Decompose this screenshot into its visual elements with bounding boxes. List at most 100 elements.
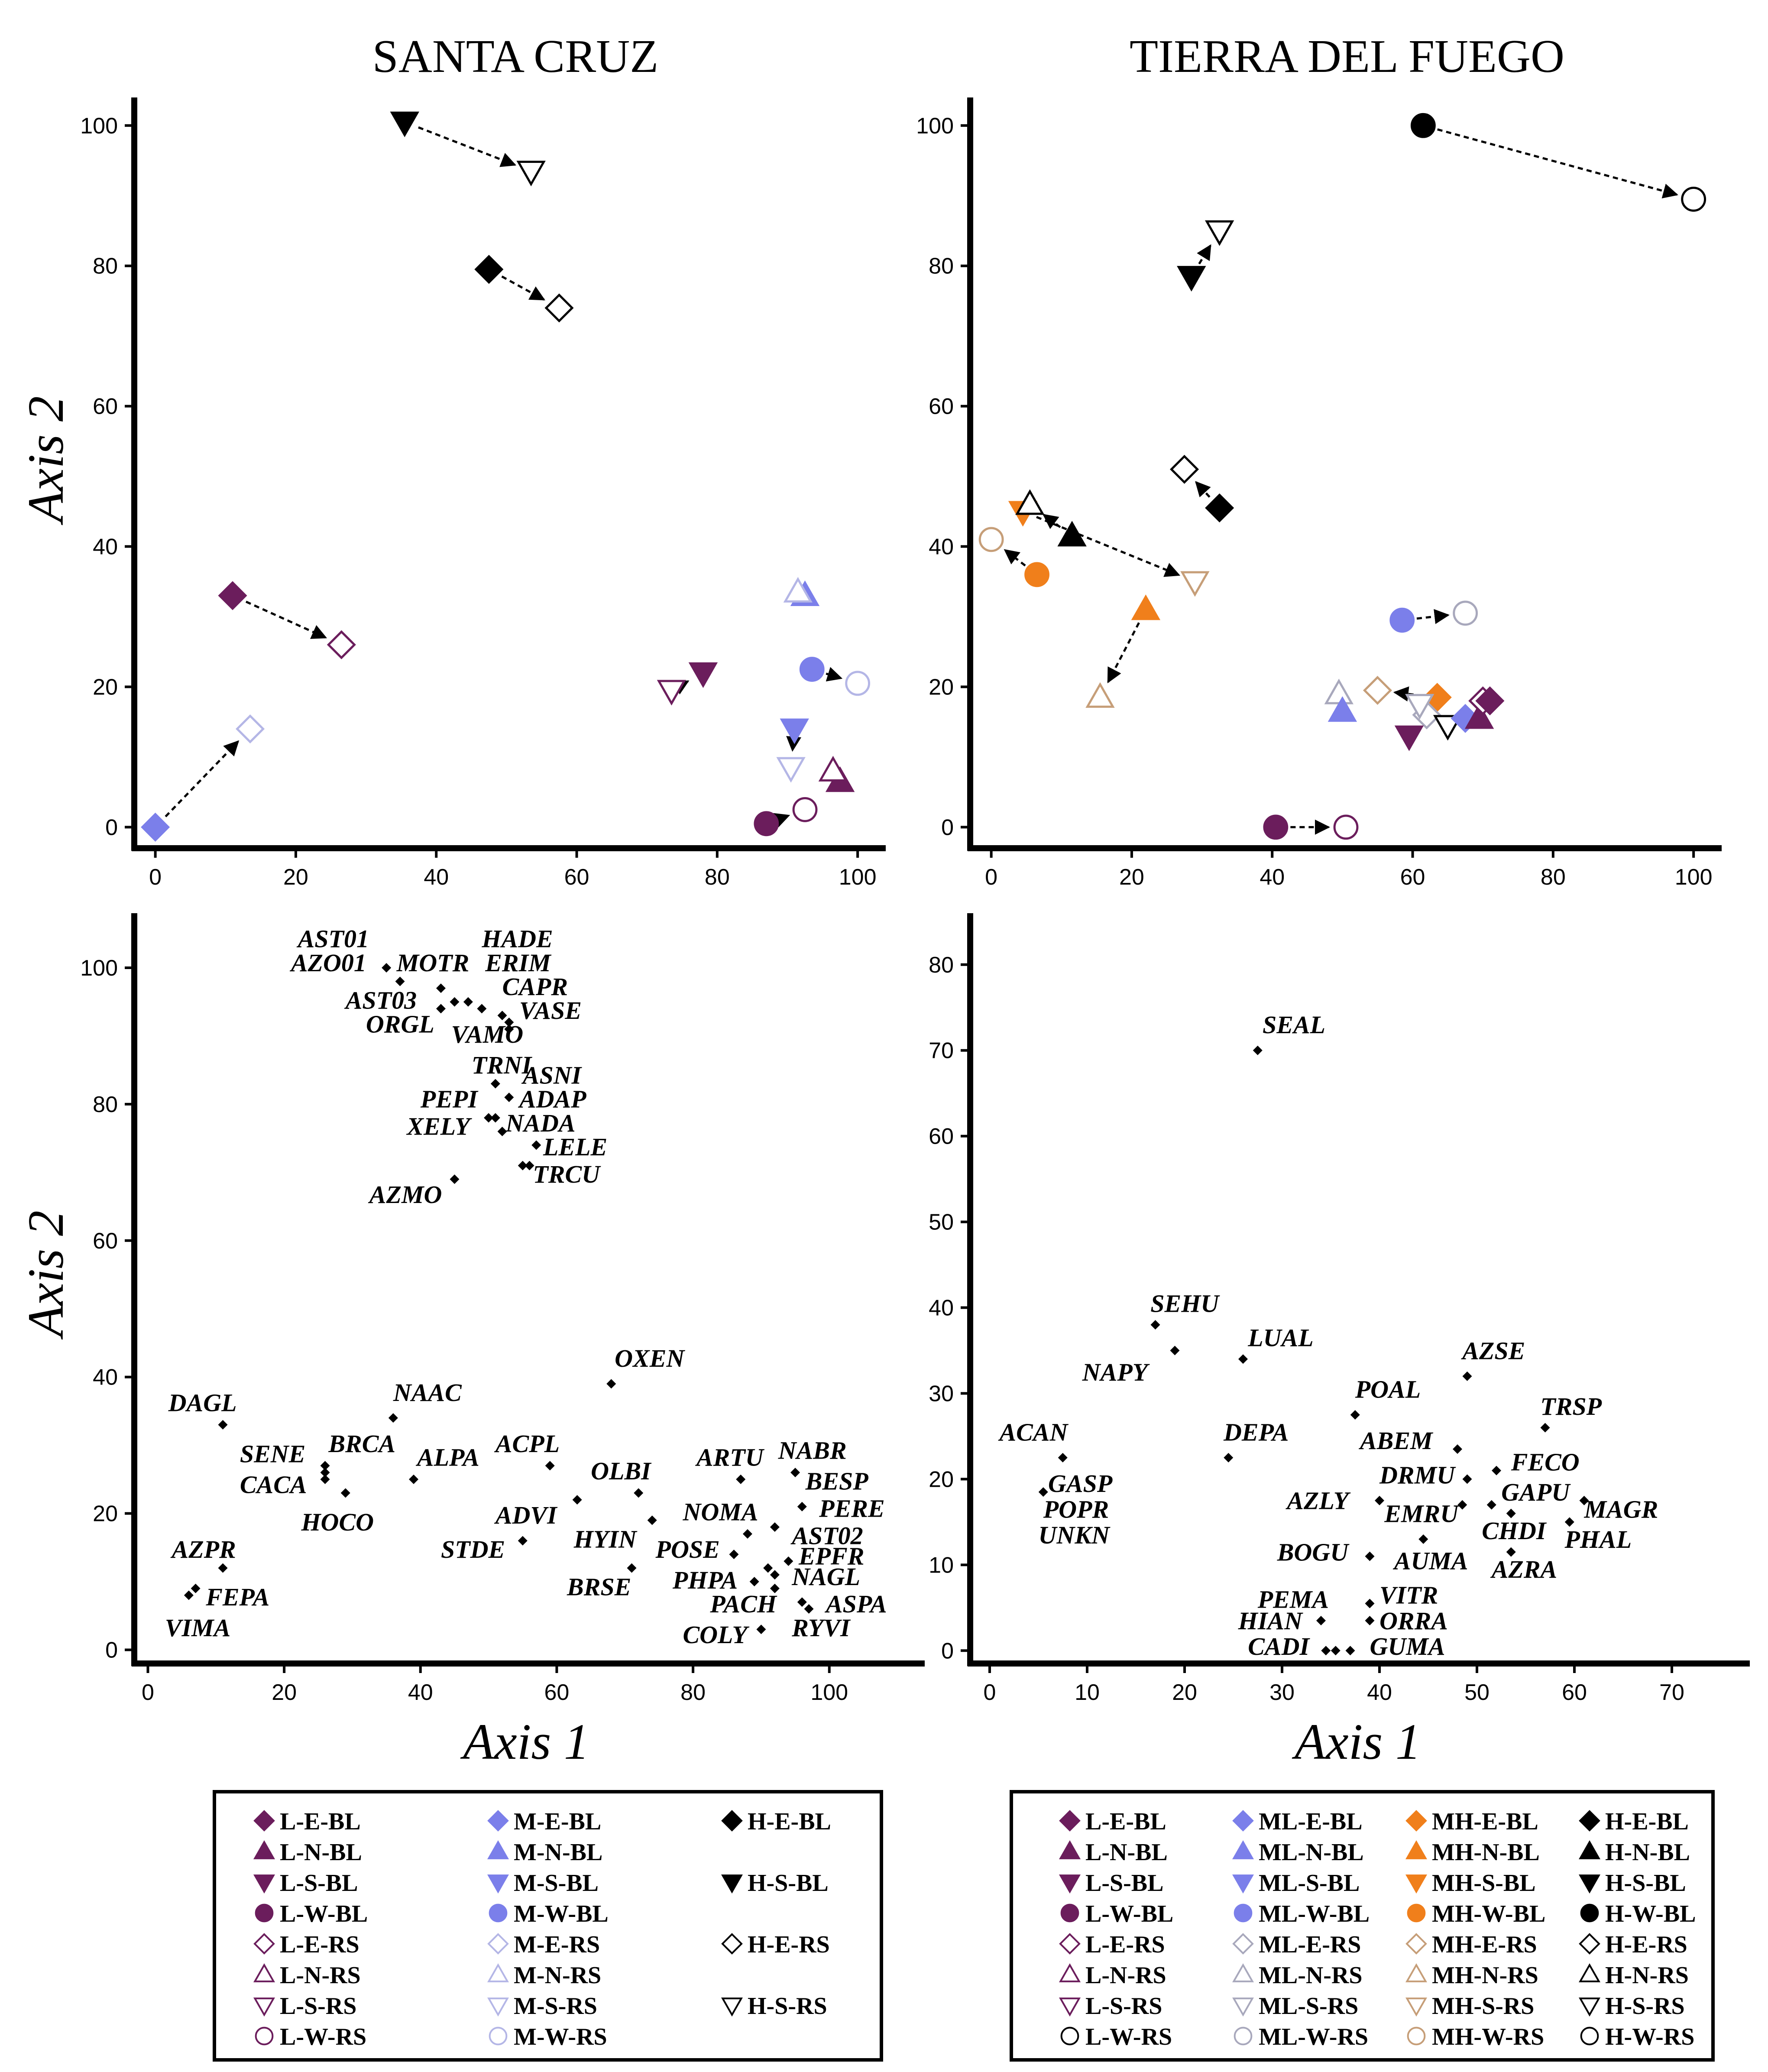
- santa-cruz-species-species-phpa: [749, 1577, 759, 1587]
- tierra-del-fuego-species-label-guma: GUMA: [1370, 1632, 1445, 1660]
- tierra-del-fuego-species-species-chdi: [1506, 1508, 1516, 1518]
- tierra-del-fuego-species-ytick-label: 70: [929, 1038, 954, 1064]
- santa-cruz-species-label-brca: BRCA: [328, 1430, 395, 1458]
- legend-leg0-marker-m-s-bl: [487, 1874, 509, 1894]
- tierra-del-fuego-sites-ytick-label: 0: [941, 815, 954, 840]
- santa-cruz-species-label-advi: ADVI: [494, 1501, 558, 1529]
- legend-leg0-marker-m-n-bl: [487, 1840, 509, 1859]
- santa-cruz-sites-ytick-label: 0: [105, 815, 118, 840]
- santa-cruz-sites-ytick-label: 40: [93, 535, 118, 560]
- santa-cruz-species-label-orgl: ORGL: [366, 1010, 434, 1038]
- legend-leg1-marker-ml-n-rs: [1232, 1963, 1254, 1982]
- tierra-del-fuego-sites-point-mh-s-rs: [1180, 571, 1210, 597]
- tierra-del-fuego-species-label-abem: ABEM: [1359, 1427, 1434, 1455]
- santa-cruz-species-label-coly: COLY: [683, 1621, 749, 1649]
- tierra-del-fuego-sites-point-h-w-rs: [1681, 186, 1706, 212]
- tierra-del-fuego-sites-point-ml-n-bl: [1328, 696, 1357, 722]
- tierra-del-fuego-sites-point-l-e-bl: [1475, 686, 1505, 716]
- tierra-del-fuego-species-ytick-label: 40: [929, 1296, 954, 1321]
- santa-cruz-species-ytick-label: 0: [105, 1638, 118, 1663]
- tierra-del-fuego-species-label-gasp: GASP: [1048, 1469, 1113, 1498]
- tierra-del-fuego-species-ytick-label: 20: [929, 1467, 954, 1492]
- tierra-del-fuego-species-ytick-label: 50: [929, 1210, 954, 1235]
- santa-cruz-sites-point-l-e-rs: [327, 630, 356, 659]
- tierra-del-fuego-sites-point-h-e-bl: [1205, 493, 1234, 523]
- legend-leg0-label-l-n-bl: L-N-BL: [280, 1839, 362, 1866]
- legend-leg0-label-l-w-rs: L-W-RS: [280, 2023, 366, 2050]
- tierra-del-fuego-sites-ytick-label: 100: [916, 113, 954, 139]
- legend-leg1-marker-h-n-bl: [1578, 1840, 1601, 1859]
- legend-leg0-marker-l-e-rs: [253, 1933, 275, 1955]
- santa-cruz-sites-xtick-label: 80: [705, 865, 730, 890]
- tierra-del-fuego-species-species-magr: [1579, 1495, 1589, 1505]
- tierra-del-fuego-species-species-orra: [1321, 1646, 1331, 1656]
- santa-cruz-species-species-adap: [490, 1113, 500, 1123]
- legend-leg1-marker-mh-n-rs: [1405, 1963, 1428, 1982]
- santa-cruz-species-label-nagl: NAGL: [791, 1563, 860, 1591]
- legend-leg1-marker-l-n-bl: [1059, 1840, 1081, 1859]
- legend-leg1-marker-l-e-rs: [1059, 1933, 1081, 1955]
- tierra-del-fuego-sites-arrow-h-s-bl-to-h-s-rs: [1197, 244, 1211, 265]
- santa-cruz-species-xtick-label: 60: [544, 1680, 570, 1705]
- santa-cruz-sites-point-l-s-rs: [657, 680, 686, 706]
- legend-leg0-marker-h-s-rs: [721, 1997, 743, 2017]
- legend-leg0-label-l-e-bl: L-E-BL: [280, 1808, 361, 1835]
- tierra-del-fuego-species-xtick-label: 20: [1172, 1680, 1197, 1705]
- legend-leg1-marker-ml-s-bl: [1232, 1874, 1254, 1894]
- legend-leg1-label-ml-e-bl: ML-E-BL: [1259, 1808, 1363, 1835]
- santa-cruz-species-label-dagl: DAGL: [168, 1388, 237, 1417]
- legend-leg0-marker-l-w-bl: [255, 1903, 274, 1923]
- y-axis-label-top: Axis 2: [17, 396, 74, 525]
- tierra-del-fuego-species-label-phal: PHAL: [1564, 1525, 1632, 1553]
- santa-cruz-species-species-trcu: [525, 1161, 534, 1171]
- legend-leg1-label-l-n-rs: L-N-RS: [1085, 1962, 1166, 1989]
- legend-leg1-marker-ml-w-bl: [1234, 1903, 1253, 1923]
- tierra-del-fuego-species-xtick-label: 0: [984, 1680, 996, 1705]
- santa-cruz-species-label-capr: CAPR: [502, 973, 568, 1001]
- tierra-del-fuego-species-species-hian: [1365, 1616, 1375, 1626]
- santa-cruz-species-label-pere: PERE: [819, 1494, 885, 1522]
- tierra-del-fuego-sites-xtick-label: 0: [985, 865, 997, 890]
- santa-cruz-species-label-hyin: HYIN: [573, 1525, 638, 1553]
- santa-cruz-species-label-trcu: TRCU: [533, 1160, 601, 1188]
- legend-box-tierra-del-fuego: [1010, 1790, 1715, 2062]
- santa-cruz-species-xtick-label: 0: [142, 1680, 154, 1705]
- tierra-del-fuego-sites-point-l-n-bl: [1464, 703, 1494, 729]
- tierra-del-fuego-sites-point-l-s-bl: [1394, 725, 1424, 751]
- tierra-del-fuego-species-species-depa: [1224, 1453, 1234, 1462]
- tierra-del-fuego-species-label-trsp: TRSP: [1540, 1392, 1602, 1420]
- santa-cruz-sites-ytick-label: 80: [93, 254, 118, 279]
- tierra-del-fuego-species-ytick-label: 30: [929, 1381, 954, 1406]
- tierra-del-fuego-species-label-depa: DEPA: [1223, 1418, 1289, 1446]
- legend-leg0-label-m-w-rs: M-W-RS: [514, 2023, 607, 2050]
- legend-leg0-label-h-s-bl: H-S-BL: [748, 1870, 829, 1897]
- santa-cruz-sites-ytick-label: 20: [93, 674, 118, 700]
- santa-cruz-species-label-acpl: ACPL: [494, 1430, 560, 1458]
- tierra-del-fuego-species-species-pema: [1316, 1616, 1326, 1626]
- legend-leg0-marker-l-w-rs: [255, 2027, 274, 2046]
- legend-leg1-marker-l-n-rs: [1059, 1963, 1081, 1982]
- santa-cruz-sites-point-l-s-bl: [688, 662, 718, 688]
- santa-cruz-sites-point-h-s-bl: [390, 111, 419, 137]
- tierra-del-fuego-species-species-auma: [1418, 1534, 1428, 1544]
- tierra-del-fuego-sites-ytick-label: 80: [929, 254, 954, 279]
- tierra-del-fuego-sites-point-ml-w-bl: [1389, 607, 1415, 633]
- legend-leg1-label-mh-e-rs: MH-E-RS: [1432, 1931, 1537, 1958]
- tierra-del-fuego-species-species-phal: [1564, 1517, 1574, 1527]
- santa-cruz-species-ytick-label: 60: [93, 1229, 118, 1254]
- tierra-del-fuego-species-label-drmu: DRMU: [1379, 1461, 1456, 1489]
- tierra-del-fuego-species-label-emru: EMRU: [1384, 1499, 1460, 1527]
- legend-leg0-label-h-e-rs: H-E-RS: [748, 1931, 830, 1958]
- legend-leg1-marker-ml-s-rs: [1232, 1997, 1254, 2017]
- legend-leg1-marker-ml-e-rs: [1232, 1933, 1254, 1955]
- legend-leg1-marker-mh-s-rs: [1405, 1997, 1428, 2017]
- legend-leg0-label-m-e-rs: M-E-RS: [514, 1931, 600, 1958]
- tierra-del-fuego-sites-arrow-mh-w-bl-to-mh-w-rs: [1004, 549, 1026, 567]
- santa-cruz-species-label-xely: XELY: [406, 1112, 472, 1141]
- legend-leg1-label-h-e-rs: H-E-RS: [1605, 1931, 1687, 1958]
- legend-leg1-marker-h-s-rs: [1578, 1997, 1601, 2017]
- santa-cruz-sites-point-m-e-bl: [141, 812, 170, 842]
- legend-leg1-marker-mh-n-bl: [1405, 1840, 1428, 1859]
- tierra-del-fuego-species-label-feco: FECO: [1511, 1448, 1580, 1476]
